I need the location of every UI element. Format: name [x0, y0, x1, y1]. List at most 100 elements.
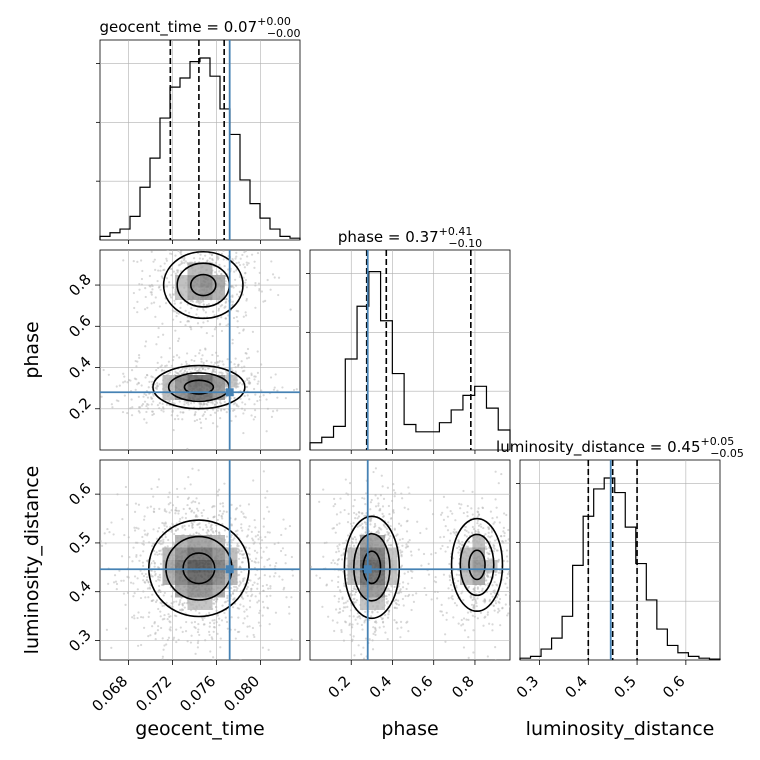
density-cell: [187, 287, 200, 300]
sample-point: [205, 359, 208, 362]
sample-point: [497, 607, 500, 610]
sample-point: [153, 507, 156, 510]
sample-point: [433, 590, 437, 593]
sample-point: [357, 665, 359, 667]
sample-point: [259, 536, 262, 539]
density-cell: [372, 560, 385, 573]
sample-point: [146, 534, 149, 537]
sample-point: [163, 524, 166, 527]
sample-point: [211, 334, 214, 338]
sample-point: [242, 276, 245, 279]
sample-point: [389, 535, 392, 538]
sample-point: [142, 574, 146, 578]
sample-point: [352, 521, 355, 525]
sample-point: [189, 325, 192, 328]
sample-point: [212, 626, 216, 629]
sample-point: [351, 589, 355, 593]
x-tick-label: 0.072: [132, 672, 175, 715]
sample-point: [259, 399, 262, 402]
sample-point: [153, 565, 156, 568]
sample-point: [363, 514, 366, 517]
sample-point: [220, 408, 223, 411]
sample-point: [217, 250, 220, 252]
sample-point: [238, 580, 242, 583]
sample-point: [436, 597, 439, 600]
sample-point: [248, 380, 251, 383]
panel-content: [310, 460, 510, 667]
sample-point: [232, 403, 235, 406]
sample-point: [168, 620, 171, 623]
sample-point: [265, 595, 268, 598]
sample-point: [261, 646, 264, 649]
sample-point: [257, 380, 260, 383]
sample-point: [348, 622, 351, 625]
sample-point: [273, 276, 276, 279]
sample-point: [361, 522, 364, 525]
sample-point: [197, 622, 200, 626]
sample-point: [161, 368, 164, 372]
sample-point: [216, 518, 219, 522]
sample-point: [411, 594, 414, 597]
sample-point: [419, 531, 422, 535]
sample-point: [473, 603, 476, 607]
sample-point: [237, 616, 240, 619]
sample-point: [198, 352, 201, 355]
sample-point: [235, 255, 238, 258]
sample-point: [158, 671, 160, 673]
sample-point: [461, 623, 465, 626]
sample-point: [397, 603, 401, 606]
sample-point: [243, 369, 246, 372]
density-cell: [200, 560, 213, 573]
sample-point: [143, 308, 147, 311]
sample-point: [165, 257, 168, 260]
sample-point: [214, 271, 217, 274]
sample-point: [157, 269, 160, 272]
sample-point: [348, 615, 351, 618]
panel-content: [100, 250, 300, 450]
sample-point: [332, 497, 336, 500]
sample-point: [188, 368, 191, 371]
sample-point: [389, 524, 392, 528]
sample-point: [238, 607, 241, 610]
sample-point: [135, 553, 138, 557]
sample-point: [439, 610, 442, 613]
sample-point: [167, 538, 170, 542]
sample-point: [207, 530, 210, 533]
sample-point: [100, 540, 102, 543]
sample-point: [345, 539, 348, 542]
sample-point: [147, 596, 150, 599]
sample-point: [155, 551, 158, 554]
sample-point: [231, 303, 234, 306]
sample-point: [471, 525, 474, 529]
sample-point: [401, 597, 405, 601]
sample-point: [208, 633, 211, 637]
sample-point: [254, 281, 257, 285]
sample-point: [154, 632, 157, 635]
sample-point: [167, 613, 170, 616]
sample-point: [402, 604, 405, 607]
sample-point: [137, 406, 141, 409]
sample-point: [142, 395, 145, 398]
sample-point: [167, 636, 171, 639]
sample-point: [137, 527, 140, 530]
sample-point: [363, 621, 366, 624]
sample-point: [345, 557, 348, 560]
sample-point: [202, 509, 205, 512]
sample-point: [273, 542, 276, 546]
sample-point: [175, 506, 178, 510]
sample-point: [242, 577, 245, 581]
sample-point: [183, 487, 186, 490]
sample-point: [259, 546, 262, 550]
sample-point: [248, 625, 251, 628]
sample-point: [208, 611, 211, 614]
sample-point: [467, 531, 470, 534]
sample-point: [406, 545, 409, 548]
sample-point: [143, 515, 146, 518]
density-cell: [212, 585, 225, 598]
sample-point: [350, 525, 354, 528]
sample-point: [399, 549, 402, 552]
sample-point: [383, 524, 386, 527]
sample-point: [486, 575, 489, 578]
sample-point: [493, 521, 496, 524]
sample-point: [171, 359, 175, 362]
